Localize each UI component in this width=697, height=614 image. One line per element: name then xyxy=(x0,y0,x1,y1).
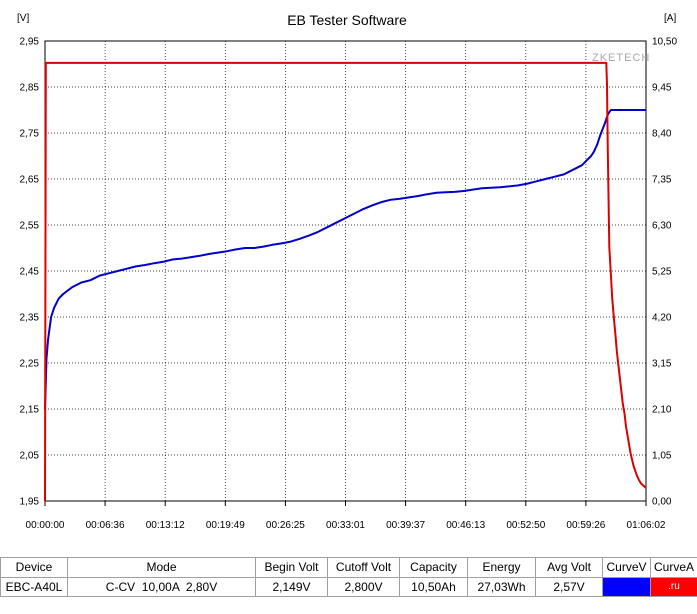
left-tick-label: 2,05 xyxy=(20,451,40,462)
header-energy: Energy xyxy=(467,557,536,578)
left-tick-label: 2,65 xyxy=(20,175,40,186)
header-curve-a: CurveA xyxy=(650,557,697,578)
x-tick-label: 00:39:37 xyxy=(386,520,425,531)
x-tick-label: 00:19:49 xyxy=(206,520,245,531)
x-tick-label: 00:13:12 xyxy=(146,520,185,531)
x-tick-label: 00:59:26 xyxy=(566,520,605,531)
x-tick-label: 00:46:13 xyxy=(446,520,485,531)
chart-title: EB Tester Software xyxy=(287,12,407,28)
header-curve-v: CurveV xyxy=(602,557,651,578)
right-tick-label: 6,30 xyxy=(652,221,672,232)
curve-v-swatch[interactable] xyxy=(602,576,651,597)
header-begin-volt: Begin Volt xyxy=(255,557,328,578)
right-tick-label: 5,25 xyxy=(652,267,672,278)
right-tick-label: 4,20 xyxy=(652,313,672,324)
header-capacity: Capacity xyxy=(399,557,468,578)
left-tick-label: 2,95 xyxy=(20,37,40,48)
left-axis-ticks: 2,95 2,85 2,75 2,65 2,55 2,45 2,35 2,25 2,15 2,05… xyxy=(20,37,40,508)
bottom-strip xyxy=(0,597,697,614)
series-lines xyxy=(44,61,647,502)
x-tick-label: 00:00:00 xyxy=(26,520,65,531)
header-mode: Mode xyxy=(67,557,256,578)
right-tick-label: 7,35 xyxy=(652,175,672,186)
header-device: Device xyxy=(0,557,68,578)
x-tick-label: 00:33:01 xyxy=(326,520,365,531)
grid xyxy=(45,41,646,501)
summary-data-row: EBC-A40L C-CV 10,00A 2,80V 2,149V 2,800V… xyxy=(0,576,697,597)
left-tick-label: 1,95 xyxy=(20,497,40,508)
header-cutoff-volt: Cutoff Volt xyxy=(327,557,400,578)
right-tick-label: 2,10 xyxy=(652,405,672,416)
left-tick-label: 2,25 xyxy=(20,359,40,370)
left-tick-label: 2,55 xyxy=(20,221,40,232)
cell-avg-volt: 2,57V xyxy=(535,576,603,597)
right-axis-unit: [A] xyxy=(664,13,676,24)
left-tick-label: 2,45 xyxy=(20,267,40,278)
right-tick-label: 10,50 xyxy=(652,37,677,48)
left-tick-label: 2,75 xyxy=(20,129,40,140)
discharge-chart: EB Tester Software [V] [A] 2,952,852,752… xyxy=(17,12,677,531)
voltage-series-line xyxy=(44,109,646,410)
left-axis-unit: [V] xyxy=(17,13,29,24)
right-tick-label: 1,05 xyxy=(652,451,672,462)
summary-header-row: Device Mode Begin Volt Cutoff Volt Capac… xyxy=(0,557,697,578)
x-tick-label: 00:52:50 xyxy=(506,520,545,531)
summary-table: Device Mode Begin Volt Cutoff Volt Capac… xyxy=(0,557,697,597)
right-tick-label: 3,15 xyxy=(652,359,672,370)
curve-a-swatch[interactable]: .ru xyxy=(650,576,697,597)
right-tick-label: 0,00 xyxy=(652,497,672,508)
left-tick-label: 2,85 xyxy=(20,83,40,94)
cell-cutoff-volt: 2,800V xyxy=(327,576,400,597)
current-series-line xyxy=(44,61,647,502)
right-axis-ticks: 10,50 9,45 8,40 7,35 6,30 5,25 4,20 3,15 2,10 1,0… xyxy=(652,37,677,508)
left-tick-label: 2,15 xyxy=(20,405,40,416)
right-tick-label: 9,45 xyxy=(652,83,672,94)
x-tick-label: 01:06:02 xyxy=(627,520,666,531)
cell-begin-volt: 2,149V xyxy=(255,576,328,597)
zketech-brand: ZKETECH xyxy=(592,52,650,64)
x-tick-label: 00:26:25 xyxy=(266,520,305,531)
header-avg-volt: Avg Volt xyxy=(535,557,603,578)
x-axis-ticks: 00:00:00 00:06:36 00:13:12 00:19:49 00:26:25… xyxy=(26,501,666,531)
cell-capacity: 10,50Ah xyxy=(399,576,468,597)
cell-mode: C-CV 10,00A 2,80V xyxy=(67,576,256,597)
right-tick-label: 8,40 xyxy=(652,129,672,140)
left-tick-label: 2,35 xyxy=(20,313,40,324)
x-tick-label: 00:06:36 xyxy=(86,520,125,531)
cell-energy: 27,03Wh xyxy=(467,576,536,597)
cell-device: EBC-A40L xyxy=(0,576,68,597)
